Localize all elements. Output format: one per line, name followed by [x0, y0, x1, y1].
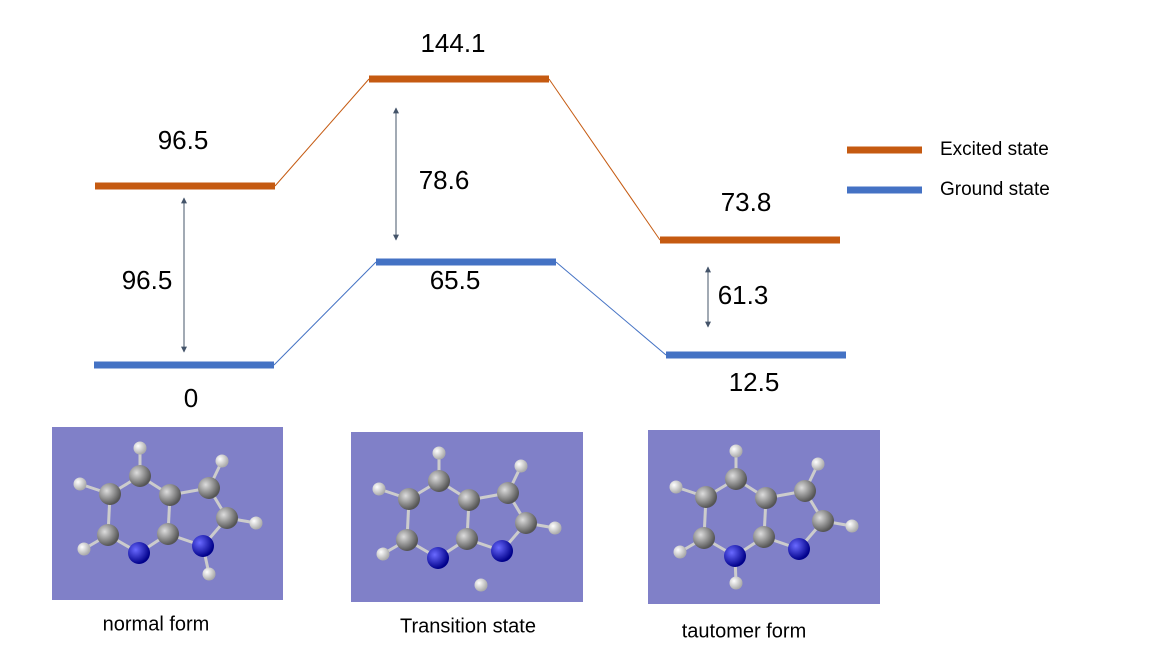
carbon-atom [157, 523, 179, 545]
molecule-image [351, 432, 583, 602]
hydrogen-atom [372, 482, 386, 496]
gap-energy: 96.5 [122, 265, 173, 295]
carbon-atom [755, 487, 777, 509]
nitrogen-atom [788, 538, 810, 560]
hydrogen-atom [845, 519, 859, 533]
caption: Transition state [400, 615, 536, 637]
hydrogen-atom [811, 457, 825, 471]
carbon-atom [159, 484, 181, 506]
carbon-atom [693, 527, 715, 549]
carbon-atom [812, 510, 834, 532]
ground-energy: 12.5 [729, 367, 780, 397]
hydrogen-atom [474, 578, 488, 592]
excited-energy: 73.8 [721, 187, 772, 217]
carbon-atom [396, 529, 418, 551]
legend-label: Excited state [940, 139, 1049, 160]
gap-energy: 78.6 [419, 165, 470, 195]
hydrogen-atom [77, 542, 91, 556]
hydrogen-atom [215, 454, 229, 468]
carbon-atom [725, 468, 747, 490]
image-background [52, 427, 283, 600]
nitrogen-atom [427, 547, 449, 569]
carbon-atom [216, 507, 238, 529]
ground-connector [273, 261, 377, 366]
carbon-atom [794, 480, 816, 502]
carbon-atom [695, 486, 717, 508]
carbon-atom [129, 465, 151, 487]
excited-energy: 144.1 [420, 28, 485, 58]
legend-label: Ground state [940, 179, 1050, 200]
hydrogen-atom [432, 446, 446, 460]
hydrogen-atom [202, 567, 216, 581]
carbon-atom [97, 524, 119, 546]
hydrogen-atom [249, 516, 263, 530]
hydrogen-atom [376, 547, 390, 561]
diagram-layer: Excited state Ground state 96.5 0 96.5 normal… [52, 28, 1050, 642]
ground-energy: 65.5 [430, 265, 481, 295]
hydrogen-atom [669, 480, 683, 494]
nitrogen-atom [491, 540, 513, 562]
excited-connector [274, 78, 370, 187]
gap-energy: 61.3 [718, 280, 769, 310]
caption: normal form [103, 613, 210, 635]
hydrogen-atom [673, 545, 687, 559]
ground-connector [555, 261, 667, 356]
nitrogen-atom [128, 542, 150, 564]
nitrogen-atom [724, 545, 746, 567]
carbon-atom [398, 488, 420, 510]
hydrogen-atom [514, 459, 528, 473]
hydrogen-atom [548, 521, 562, 535]
carbon-atom [428, 470, 450, 492]
hydrogen-atom [133, 441, 147, 455]
molecule-image [648, 430, 880, 604]
ground-energy: 0 [184, 383, 198, 413]
hydrogen-atom [729, 444, 743, 458]
carbon-atom [753, 526, 775, 548]
carbon-atom [515, 512, 537, 534]
carbon-atom [456, 528, 478, 550]
excited-energy: 96.5 [158, 125, 209, 155]
molecule-image [52, 427, 283, 600]
carbon-atom [497, 482, 519, 504]
carbon-atom [99, 483, 121, 505]
hydrogen-atom [73, 477, 87, 491]
excited-connector [548, 78, 661, 241]
caption: tautomer form [682, 620, 806, 642]
carbon-atom [198, 477, 220, 499]
hydrogen-atom [729, 576, 743, 590]
carbon-atom [458, 489, 480, 511]
nitrogen-atom [192, 535, 214, 557]
